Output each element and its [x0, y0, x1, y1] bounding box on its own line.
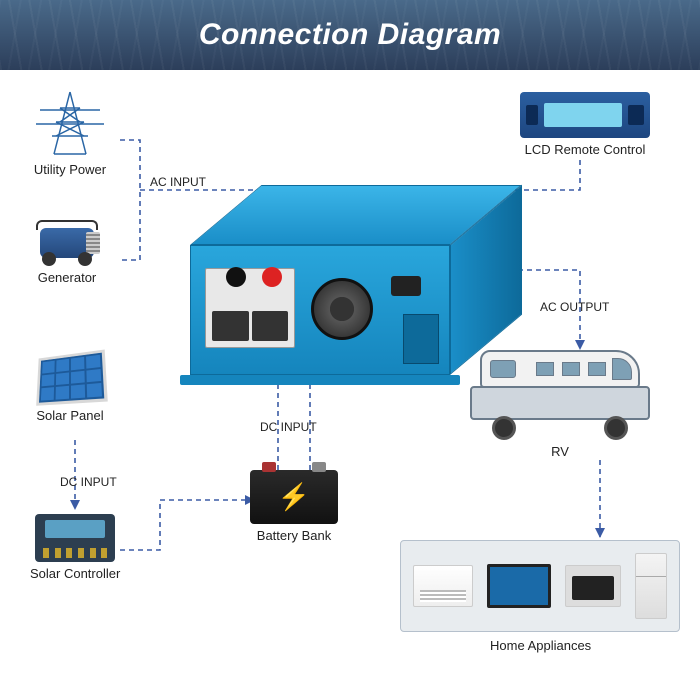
edge-label-dc-input-2: DC INPUT	[260, 420, 317, 434]
edge-label-dc-input-1: DC INPUT	[60, 475, 117, 489]
battery-label: Battery Bank	[257, 528, 331, 543]
battery-icon: ⚡	[250, 470, 338, 524]
generator-label: Generator	[38, 270, 97, 285]
banner: Connection Diagram	[0, 0, 700, 70]
solar-controller-label: Solar Controller	[30, 566, 120, 581]
rv-icon	[470, 350, 650, 440]
node-rv: RV	[470, 350, 650, 459]
diagram-canvas: Utility Power Generator Solar Panel Sola…	[0, 70, 700, 700]
node-solar-panel: Solar Panel	[34, 352, 106, 423]
appliance-oven-icon	[565, 565, 621, 607]
rv-label: RV	[551, 444, 569, 459]
node-lcd-remote: LCD Remote Control	[520, 92, 650, 157]
node-home-appliances-box	[400, 540, 680, 632]
generator-icon	[30, 220, 104, 266]
edge-label-ac-output: AC OUTPUT	[540, 300, 609, 314]
node-battery-bank: ⚡ Battery Bank	[250, 470, 338, 543]
page-title: Connection Diagram	[199, 18, 501, 52]
appliance-fridge-icon	[635, 553, 667, 619]
utility-label: Utility Power	[34, 162, 106, 177]
solar-controller-icon	[35, 514, 115, 562]
solar-panel-icon	[34, 352, 106, 404]
appliance-ac-icon	[413, 565, 473, 607]
bolt-icon: ⚡	[278, 482, 310, 513]
lcd-label: LCD Remote Control	[525, 142, 646, 157]
solar-panel-label: Solar Panel	[36, 408, 103, 423]
node-utility-power: Utility Power	[30, 88, 110, 177]
transmission-tower-icon	[30, 88, 110, 158]
edge-label-ac-input: AC INPUT	[150, 175, 206, 189]
appliances-label: Home Appliances	[490, 638, 591, 653]
lcd-remote-icon	[520, 92, 650, 138]
node-solar-controller: Solar Controller	[30, 514, 120, 581]
appliance-tv-icon	[487, 564, 551, 608]
inverter-icon	[190, 245, 450, 375]
node-generator: Generator	[30, 220, 104, 285]
node-inverter	[190, 245, 450, 375]
